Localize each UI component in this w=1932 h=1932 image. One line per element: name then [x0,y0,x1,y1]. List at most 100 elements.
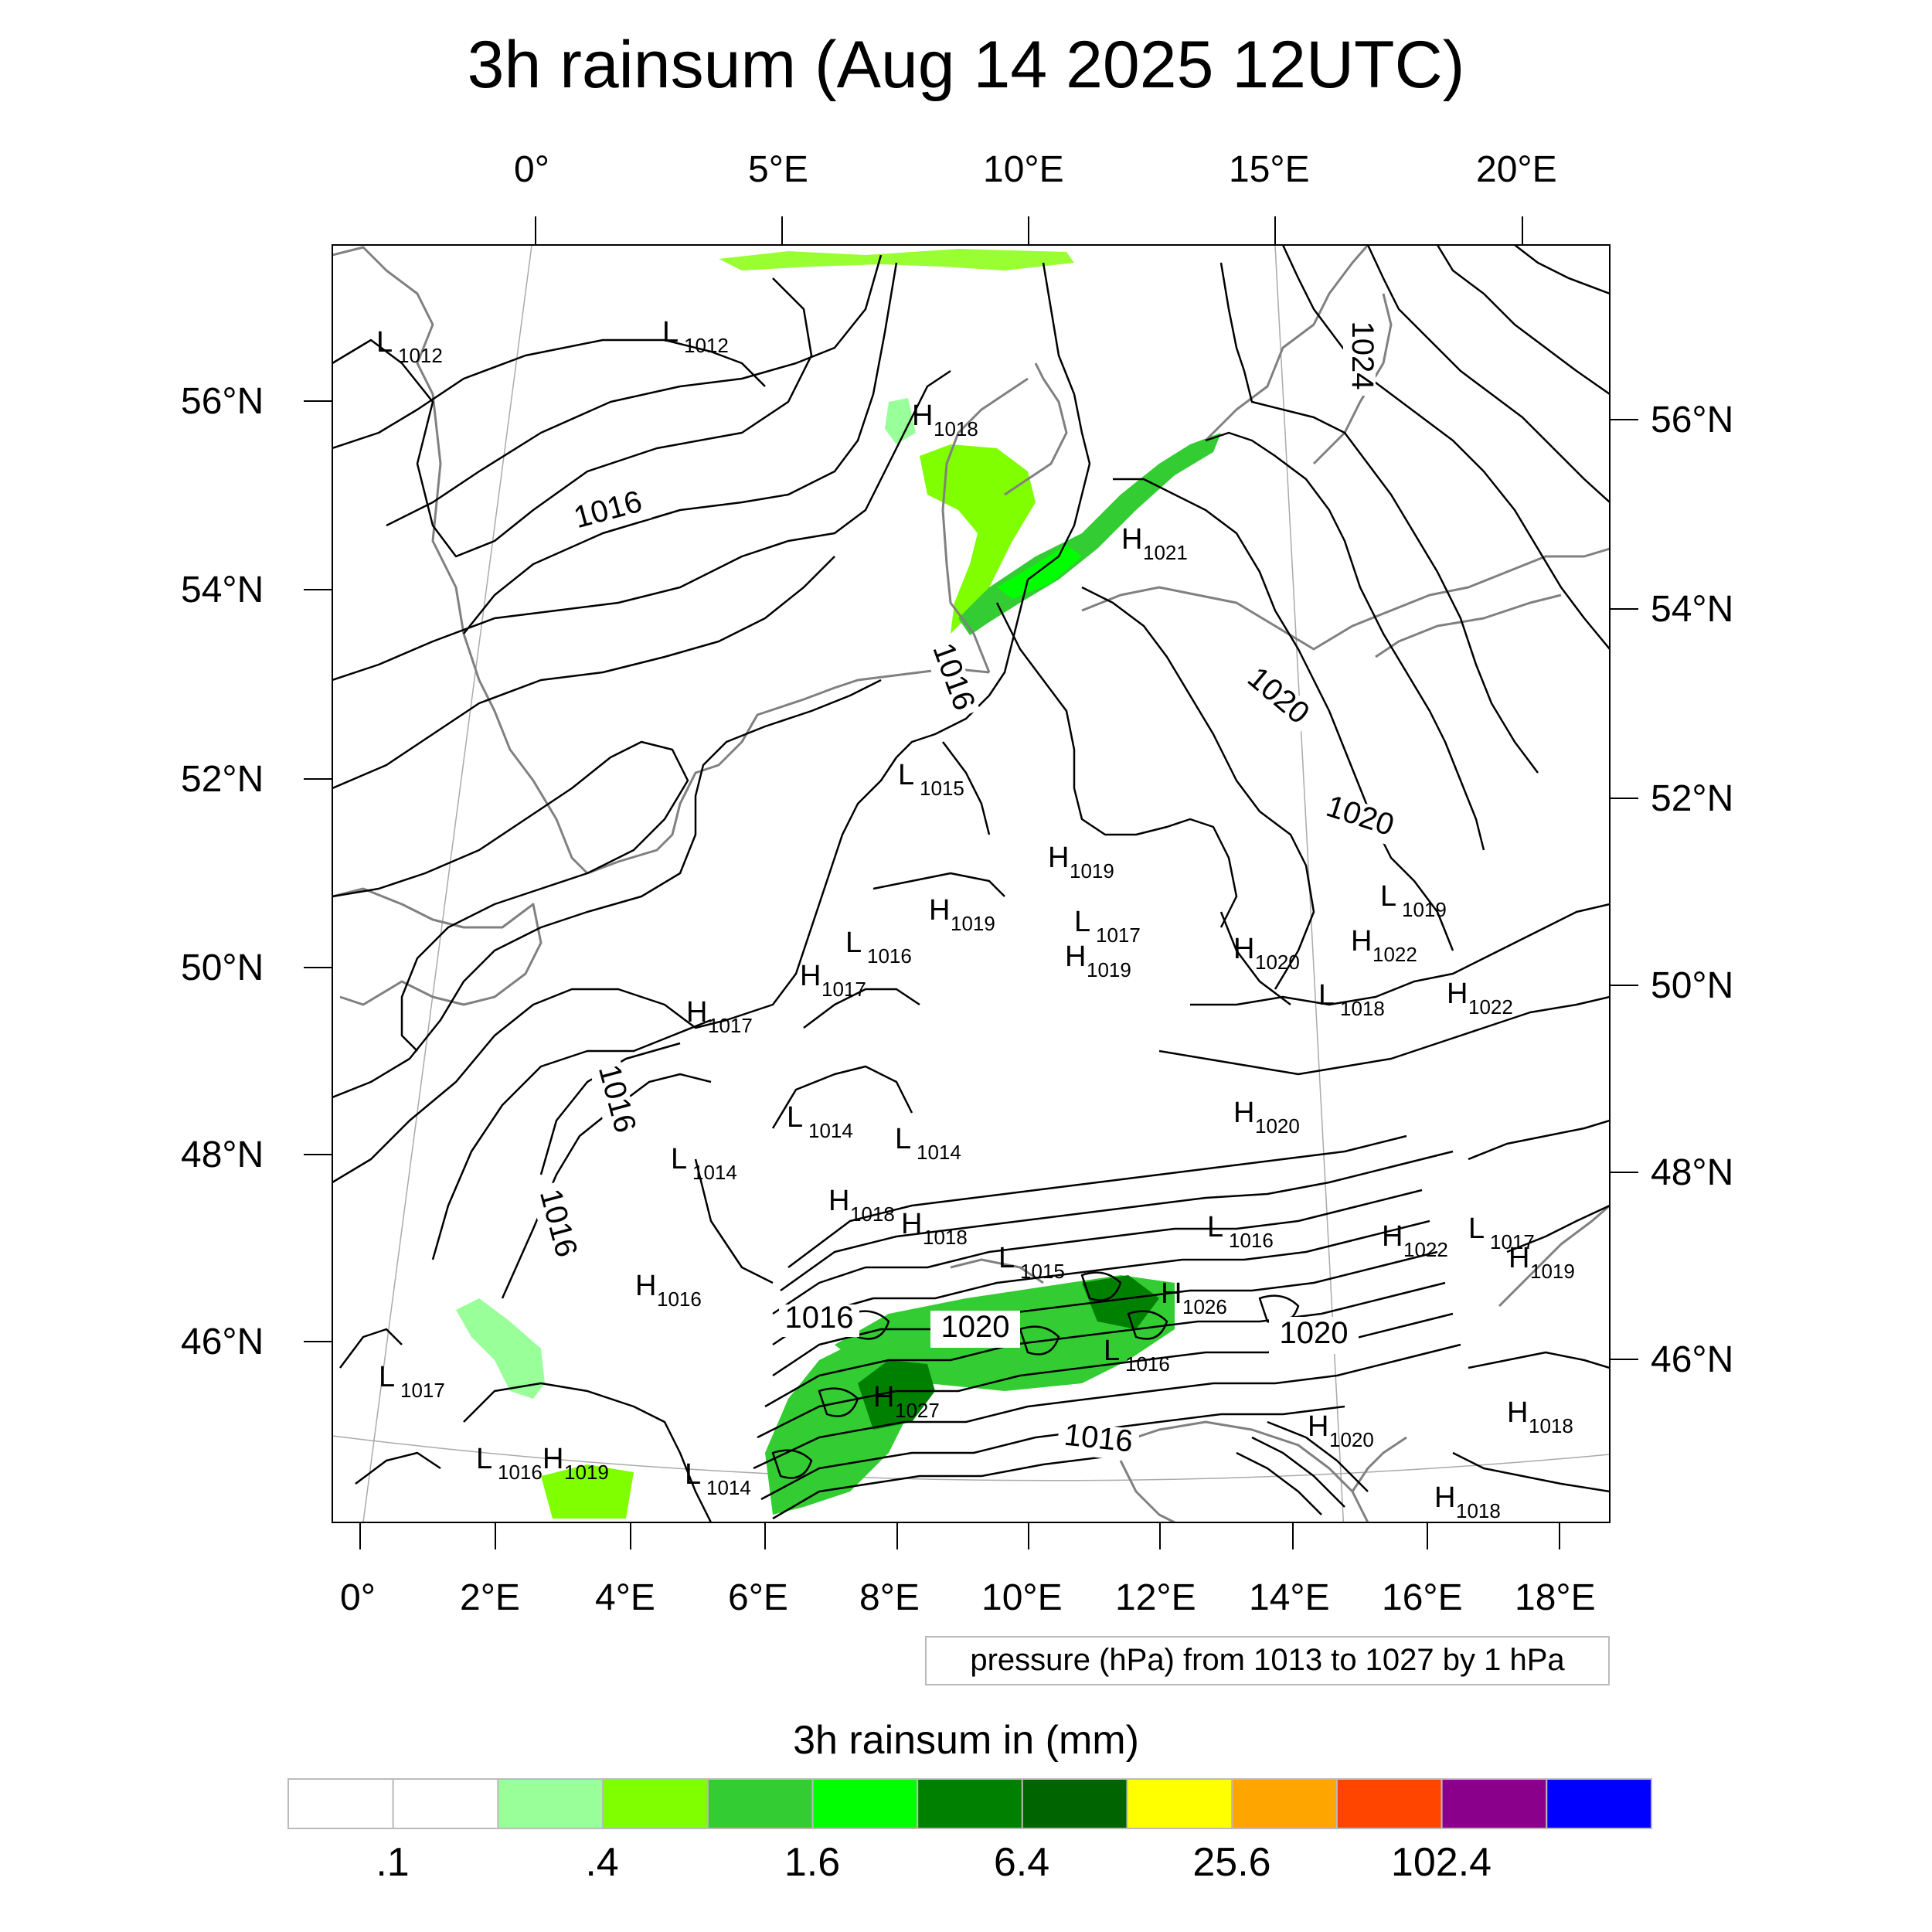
pressure-center-letter: H [1065,940,1086,973]
map-title: 3h rainsum (Aug 14 2025 12UTC) [467,28,1465,102]
pressure-center-value: 1020 [1255,1114,1300,1138]
colorbar-swatch [602,1778,709,1829]
pressure-center-value: 1020 [1329,1428,1374,1451]
map-content: 1016 1016 1016 1016 1016 1016 [332,245,1610,1522]
pressure-center-letter: H [1048,842,1069,874]
top-lon-label: 5°E [748,149,808,190]
bottom-lon-label: 18°E [1515,1577,1596,1618]
left-lat-label: 56°N [181,381,264,422]
colorbar [287,1778,1653,1829]
pressure-center-letter: H [901,1208,922,1240]
pressure-center-value: 1015 [920,777,964,800]
contour-labels: 1016 1016 1016 1016 1016 1016 [529,315,1403,1462]
rain-area-denmark [920,444,1036,634]
left-lat-label: 48°N [181,1134,264,1175]
top-lon-label: 0° [514,149,549,190]
pressure-center-value: 1017 [400,1379,445,1402]
pressure-center-letter: L [895,1123,911,1155]
colorbar-swatch [706,1778,814,1829]
pressure-center-letter: L [476,1443,492,1475]
pressure-center-letter: L [1380,880,1396,913]
pressure-center-value: 1019 [564,1461,609,1484]
pressure-center-value: 1017 [821,978,866,1001]
pressure-center-value: 1019 [951,912,995,935]
pressure-center-value: 1016 [867,944,912,968]
pressure-center-letter: L [376,326,393,359]
pressure-center-letter: L [1074,906,1090,938]
colorbar-swatch [1546,1778,1653,1829]
pressure-center-value: 1016 [1125,1352,1170,1376]
bottom-lon-label: 0° [340,1577,376,1618]
colorbar-swatch [1440,1778,1548,1829]
rain-area-alps-dark [858,1360,935,1430]
pressure-center-value: 1012 [684,334,729,357]
left-lat-label: 54°N [181,570,264,611]
pressure-center-letter: H [873,1381,894,1413]
bottom-lon-label: 8°E [859,1577,920,1618]
pressure-center-letter: H [1121,523,1142,556]
pressure-center-letter: H [1308,1410,1328,1443]
pressure-center-letter: H [1161,1277,1182,1310]
pressure-center-letter: L [1318,979,1335,1012]
pressure-center-value: 1015 [1020,1260,1065,1283]
pressure-center-letter: L [1207,1211,1223,1243]
pressure-center-letter: L [787,1101,803,1134]
left-lat-label: 50°N [181,947,264,988]
pressure-center-value: 1014 [706,1476,751,1499]
pressure-center-value: 1016 [498,1461,543,1484]
pressure-center-value: 1017 [1096,923,1141,947]
colorbar-title: 3h rainsum in (mm) [793,1718,1139,1763]
pressure-center-letter: L [1468,1213,1485,1245]
pressure-center-letter: H [1447,978,1468,1010]
pressure-center-value: 1018 [850,1202,895,1226]
pressure-center-letter: L [998,1242,1015,1274]
pressure-center-letter: H [929,894,950,927]
pressure-center-value: 1018 [1340,997,1385,1020]
bottom-lon-label: 2°E [460,1577,520,1618]
isobars [332,245,1610,1522]
contour-label: 1020 [941,1310,1010,1344]
pressure-center-value: 1018 [923,1226,968,1249]
colorbar-swatch [287,1778,394,1829]
pressure-center-letter: H [912,400,933,432]
right-lat-label: 46°N [1651,1339,1734,1380]
pressure-center-letter: H [1233,933,1254,965]
bottom-lon-label: 14°E [1249,1577,1330,1618]
pressure-center-letter: L [662,316,679,349]
colorbar-swatch [917,1778,1023,1829]
bottom-lon-label: 4°E [595,1577,655,1618]
pressure-center-letter: L [898,759,914,791]
pressure-center-value: 1020 [1255,951,1300,974]
pressure-center-letter: H [800,960,821,992]
colorbar-swatch [1126,1778,1233,1829]
pressure-center-letter: H [1434,1481,1455,1514]
rain-area-mediterranean [541,1464,634,1519]
colorbar-label: .4 [585,1840,619,1885]
rain-area-denmark-west [885,398,916,444]
pressure-center-value: 1021 [1143,541,1188,564]
pressure-center-value: 1019 [1530,1260,1575,1283]
top-lon-label: 15°E [1229,149,1310,190]
contour-label: 1024 [1345,321,1379,390]
colorbar-label: 102.4 [1390,1840,1492,1885]
pressure-center-value: 1019 [1402,898,1447,921]
coastlines [332,245,1610,1522]
pressure-centers: L 1012 L 1012 H 1018 H 1021 L 1015 H 1019 H 101… [376,316,1575,1522]
pressure-center-letter: H [1507,1396,1528,1429]
left-lat-label: 52°N [181,759,264,800]
rain-area-south-france [456,1298,545,1399]
pressure-center-value: 1016 [1229,1229,1274,1252]
colorbar-label: 1.6 [784,1840,841,1885]
top-lon-label: 10°E [983,149,1064,190]
pressure-center-letter: L [1104,1335,1120,1367]
pressure-center-letter: H [543,1443,563,1475]
contour-label: 1020 [1280,1316,1349,1350]
pressure-center-value: 1018 [934,417,978,440]
right-lat-label: 54°N [1651,589,1734,630]
rain-area-north-top [719,249,1074,270]
pressure-center-value: 1019 [1070,859,1114,883]
pressure-center-letter: H [635,1270,656,1302]
pressure-center-letter: L [379,1361,395,1393]
pressure-center-value: 1018 [1529,1414,1573,1437]
